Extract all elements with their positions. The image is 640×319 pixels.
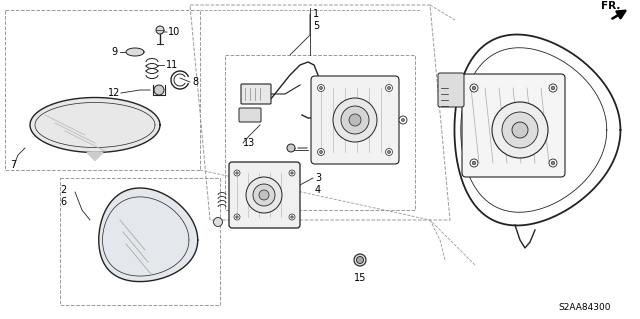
Circle shape [502, 112, 538, 148]
Circle shape [354, 254, 366, 266]
Circle shape [401, 118, 404, 122]
Text: 5: 5 [313, 21, 319, 31]
Circle shape [289, 170, 295, 176]
Circle shape [341, 106, 369, 134]
Circle shape [287, 144, 295, 152]
Circle shape [236, 172, 238, 174]
Circle shape [291, 216, 293, 218]
Circle shape [319, 86, 323, 90]
FancyBboxPatch shape [239, 108, 261, 122]
Text: 13: 13 [243, 138, 255, 148]
Text: 15: 15 [354, 273, 366, 283]
Circle shape [470, 159, 478, 167]
FancyBboxPatch shape [462, 74, 565, 177]
Text: 14: 14 [310, 145, 323, 155]
Circle shape [551, 161, 555, 165]
Circle shape [333, 98, 377, 142]
Circle shape [291, 172, 293, 174]
Circle shape [317, 85, 324, 92]
Circle shape [349, 114, 361, 126]
FancyBboxPatch shape [311, 76, 399, 164]
Circle shape [549, 84, 557, 92]
Text: 2: 2 [60, 185, 67, 195]
Circle shape [214, 218, 223, 226]
Circle shape [387, 151, 390, 153]
Polygon shape [30, 98, 160, 152]
Circle shape [512, 122, 528, 138]
Text: S2AA84300: S2AA84300 [558, 303, 611, 313]
Text: 4: 4 [315, 185, 321, 195]
Text: 9: 9 [112, 47, 118, 57]
Text: 3: 3 [315, 173, 321, 183]
FancyBboxPatch shape [438, 73, 464, 107]
Circle shape [356, 256, 364, 263]
Circle shape [387, 86, 390, 90]
Circle shape [234, 170, 240, 176]
Text: 1: 1 [313, 9, 319, 19]
Circle shape [399, 116, 407, 124]
Text: 11: 11 [166, 60, 179, 70]
Text: 7: 7 [10, 160, 16, 170]
Text: 8: 8 [192, 77, 198, 87]
Text: 6: 6 [60, 197, 66, 207]
Circle shape [317, 149, 324, 155]
Circle shape [236, 216, 238, 218]
Circle shape [154, 85, 164, 95]
Text: 12: 12 [108, 88, 120, 98]
Circle shape [492, 102, 548, 158]
Circle shape [319, 151, 323, 153]
Circle shape [549, 159, 557, 167]
Circle shape [259, 190, 269, 200]
Circle shape [470, 84, 478, 92]
Circle shape [551, 86, 555, 90]
Circle shape [385, 85, 392, 92]
FancyBboxPatch shape [229, 162, 300, 228]
FancyBboxPatch shape [241, 84, 271, 104]
Text: 10: 10 [168, 27, 180, 37]
Circle shape [234, 214, 240, 220]
Circle shape [472, 86, 476, 90]
Polygon shape [87, 152, 103, 160]
Circle shape [385, 149, 392, 155]
Circle shape [253, 184, 275, 206]
Polygon shape [126, 48, 144, 56]
Circle shape [246, 177, 282, 213]
Text: FR.: FR. [601, 1, 620, 11]
Circle shape [472, 161, 476, 165]
Circle shape [156, 26, 164, 34]
Polygon shape [99, 188, 198, 282]
Circle shape [289, 214, 295, 220]
